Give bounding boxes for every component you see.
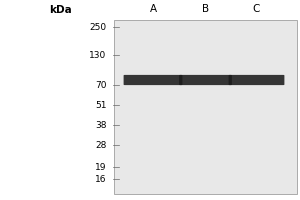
- Text: B: B: [202, 4, 209, 14]
- Text: 19: 19: [95, 162, 106, 171]
- Text: 16: 16: [95, 174, 106, 184]
- Text: 70: 70: [95, 81, 106, 90]
- Bar: [114, 20, 297, 194]
- Text: C: C: [253, 4, 260, 14]
- Text: A: A: [149, 4, 157, 14]
- Text: 38: 38: [95, 120, 106, 130]
- FancyBboxPatch shape: [229, 75, 284, 85]
- Text: 28: 28: [95, 140, 106, 149]
- FancyBboxPatch shape: [124, 75, 182, 85]
- Text: 250: 250: [89, 22, 106, 31]
- Text: 130: 130: [89, 50, 106, 60]
- Text: kDa: kDa: [49, 5, 72, 15]
- Text: 51: 51: [95, 100, 106, 110]
- FancyBboxPatch shape: [179, 75, 232, 85]
